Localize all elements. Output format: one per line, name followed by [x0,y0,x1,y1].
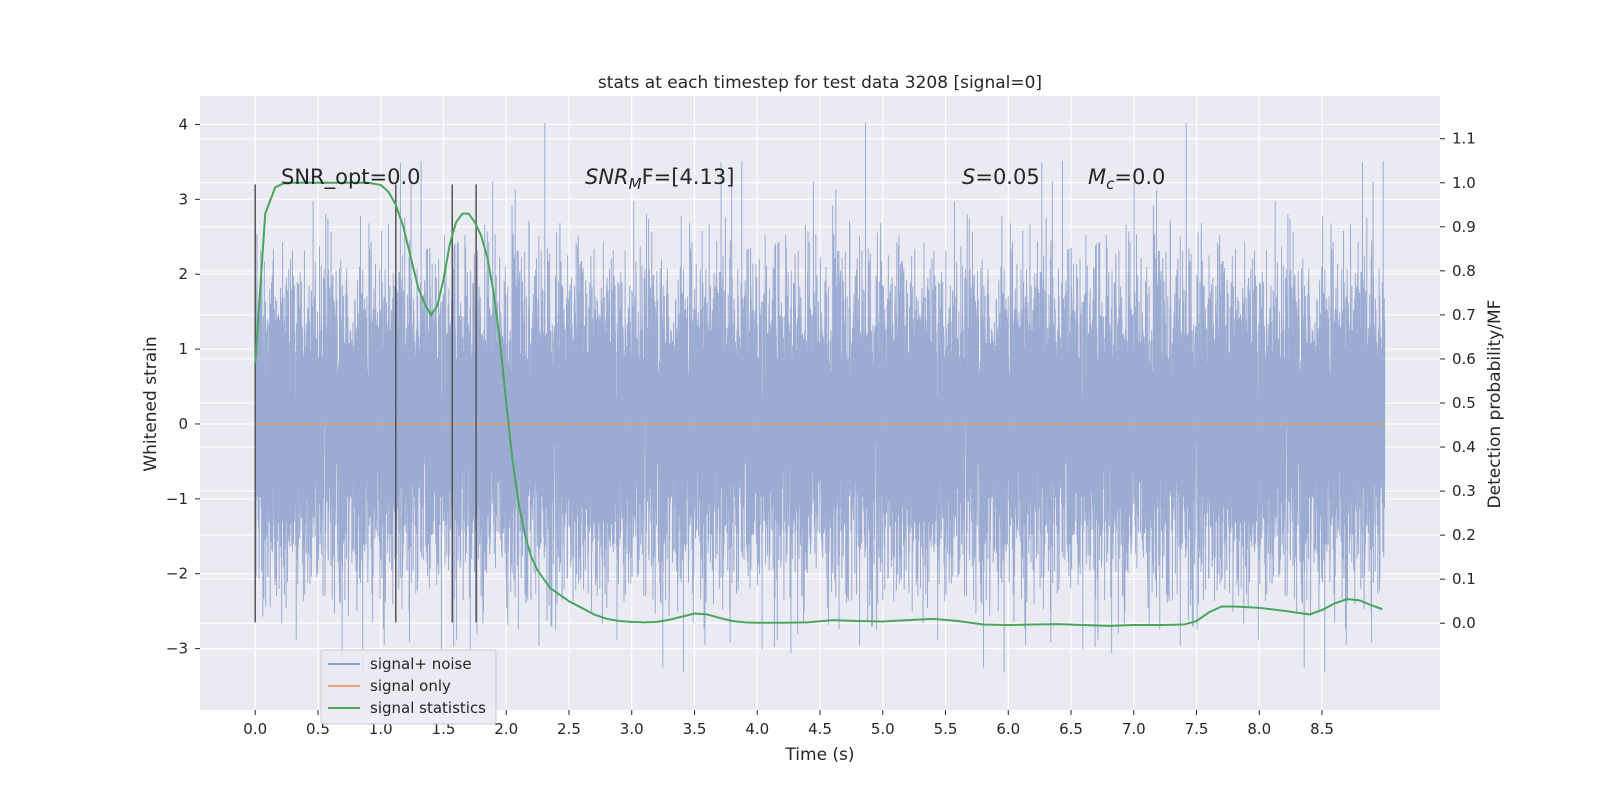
legend-label-signal-only: signal only [370,677,451,695]
s-value: =0.05 [975,165,1039,189]
right-y-tick-label: 0.6 [1452,350,1476,368]
snr-mf-main: SNR [585,165,629,189]
x-tick-label: 4.5 [808,720,832,738]
left-y-tick-label: −2 [166,565,188,583]
right-y-tick-label: 0.8 [1452,262,1476,280]
snr-mf-value: F=[4.13] [642,165,735,189]
left-y-tick-label: 4 [178,115,188,133]
right-y-tick-label: 0.9 [1452,218,1476,236]
x-tick-label: 2.5 [557,720,581,738]
right-y-tick-label: 0.0 [1452,614,1476,632]
snr-mf-subscript: M [629,175,642,193]
vertical-markers [254,184,477,623]
left-y-tick-label: 3 [178,190,188,208]
left-y-tick-label: 2 [178,265,188,283]
legend-label-signal-plus-noise: signal+ noise [370,655,472,673]
annotation-s: S=0.05 [962,165,1040,189]
x-tick-label: 8.0 [1247,720,1271,738]
right-y-tick-label: 0.2 [1452,526,1476,544]
chart-title: stats at each timestep for test data 320… [598,73,1042,93]
mc-subscript: c [1106,175,1115,193]
left-y-tick-label: 0 [178,415,188,433]
series-signal-plus-noise [254,122,1386,673]
x-tick-label: 3.0 [620,720,644,738]
x-axis-label: Time (s) [784,745,854,765]
right-y-axis-label: Detection probability/MF [1485,300,1505,509]
x-tick-label: 4.0 [745,720,769,738]
x-tick-label: 0.5 [306,720,330,738]
x-tick-label: 0.0 [243,720,267,738]
legend-label-signal-statistics: signal statistics [370,699,486,717]
x-tick-label: 6.5 [1059,720,1083,738]
annotation-mc: Mc=0.0 [1088,165,1165,193]
annotation-snr-opt: SNR_opt=0.0 [281,165,421,190]
x-tick-label: 6.0 [996,720,1020,738]
legend-box [320,649,497,725]
mc-value: =0.0 [1114,165,1165,189]
series-signal-statistics [254,181,1383,627]
x-tick-label: 5.5 [934,720,958,738]
left-y-tick-label: 1 [178,340,188,358]
right-y-tick-label: 0.5 [1452,394,1476,412]
mc-variable: M [1088,165,1106,189]
left-y-tick-label: −1 [166,490,188,508]
x-tick-label: 3.5 [683,720,707,738]
right-y-tick-label: 1.1 [1452,130,1476,148]
x-axis-ticks: 0.0 0.5 1.0 1.5 2.0 2.5 3.0 3.5 4.0 4.5 5.0 5.5 6.0 6… [243,710,1334,738]
annotation-snr-mf: SNRMF=[4.13] [585,165,734,193]
right-y-tick-label: 1.0 [1452,174,1476,192]
left-y-tick-label: −3 [166,640,188,658]
s-variable: S [962,165,975,189]
legend: signal+ noise signal only signal statist… [320,649,497,725]
right-y-tick-label: 0.7 [1452,306,1476,324]
left-y-axis-ticks: −3 −2 −1 0 1 2 3 4 [166,115,200,658]
right-y-axis-ticks: 0.0 0.1 0.2 0.3 0.4 0.5 0.6 0.7 0.8 0.9 1.0 1.1 [1440,130,1476,632]
x-tick-label: 2.0 [494,720,518,738]
x-tick-label: 5.0 [871,720,895,738]
left-y-axis-label: Whitened strain [141,336,161,471]
x-tick-label: 8.5 [1310,720,1334,738]
right-y-tick-label: 0.4 [1452,438,1476,456]
x-tick-label: 7.5 [1185,720,1209,738]
right-y-tick-label: 0.1 [1452,570,1476,588]
right-y-tick-label: 0.3 [1452,482,1476,500]
x-tick-label: 7.0 [1122,720,1146,738]
